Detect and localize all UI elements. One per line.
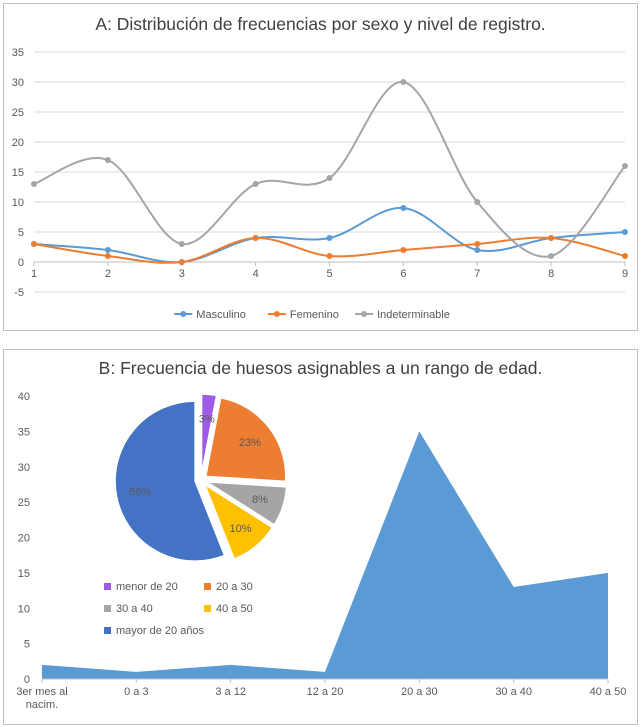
data-point: [178, 241, 185, 247]
y-tick-label: 20: [12, 137, 24, 149]
legend-swatch: [104, 605, 111, 612]
x-tick-label: 9: [622, 268, 628, 280]
legend-label: 40 a 50: [216, 603, 253, 615]
x-tick-label: 1: [31, 268, 37, 280]
y-tick-label: 15: [18, 568, 30, 580]
x-tick-label: 3: [179, 268, 185, 280]
y-tick-label: 0: [18, 257, 24, 269]
data-point: [400, 79, 407, 85]
data-point: [622, 229, 628, 235]
x-tick-label: 3er mes al nacim.: [16, 686, 67, 711]
x-tick-label: 2: [105, 268, 111, 280]
legend-label: mayor de 20 años: [116, 625, 205, 637]
data-point: [474, 241, 481, 247]
data-point: [474, 199, 481, 205]
data-point: [326, 175, 333, 181]
y-tick-label: 30: [12, 77, 24, 89]
y-tick-label: 25: [18, 497, 30, 509]
legend-label: 20 a 30: [216, 581, 253, 593]
legend-label: 30 a 40: [116, 603, 153, 615]
legend-swatch: [104, 627, 111, 634]
y-tick-label: 35: [18, 426, 30, 438]
pie-slice: [206, 481, 288, 526]
data-point: [104, 247, 111, 253]
legend-swatch: [204, 605, 211, 612]
x-tick-label: 6: [400, 268, 406, 280]
series-line: [33, 80, 626, 258]
x-tick-label: 5: [326, 268, 332, 280]
data-point: [252, 235, 259, 241]
legend-label: Indeterminable: [377, 309, 450, 321]
pie-data-label: 56%: [129, 487, 151, 499]
data-point: [622, 253, 628, 259]
chart-a-panel: A: Distribución de frecuencias por sexo …: [3, 3, 638, 331]
y-tick-label: 15: [12, 167, 24, 179]
pie-data-label: 10%: [230, 523, 252, 535]
data-point: [326, 235, 333, 241]
x-tick-label: 4: [253, 268, 259, 280]
x-tick-label: 0 a 3: [124, 686, 148, 698]
data-point: [178, 259, 185, 265]
data-point: [326, 253, 333, 259]
data-point: [31, 241, 37, 247]
pie-slice: [203, 482, 274, 560]
data-point: [252, 181, 259, 187]
pie-slice: [200, 393, 218, 475]
pie-slice: [204, 396, 287, 483]
x-tick-label: 40 a 50: [590, 686, 627, 698]
pie-data-label: 8%: [252, 494, 268, 506]
pie-data-label: 3%: [199, 413, 215, 425]
data-point: [400, 205, 407, 211]
legend-marker: [361, 311, 368, 317]
area-series: [42, 431, 608, 679]
y-tick-label: 25: [12, 107, 24, 119]
y-tick-label: -5: [14, 287, 24, 299]
y-tick-label: 30: [18, 462, 30, 474]
x-tick-label: 12 a 20: [307, 686, 344, 698]
y-tick-label: 35: [12, 47, 24, 59]
x-tick-label: 3 a 12: [215, 686, 246, 698]
data-point: [474, 247, 481, 253]
data-point: [104, 253, 111, 259]
legend-marker: [180, 311, 187, 317]
x-tick-label: 7: [474, 268, 480, 280]
pie-data-label: 23%: [239, 437, 261, 449]
legend-swatch: [204, 583, 211, 590]
y-tick-label: 20: [18, 533, 30, 545]
y-tick-label: 40: [18, 391, 30, 403]
legend-swatch: [104, 583, 111, 590]
data-point: [622, 163, 628, 169]
x-tick-label: 30 a 40: [495, 686, 532, 698]
legend-label: Femenino: [290, 309, 339, 321]
chart-b-area-plot: 0 5 10 15 20 25 30 35 40 3er mes al nacim. 0 a 3 3 a…: [16, 391, 627, 711]
y-tick-label: 0: [24, 674, 30, 686]
legend-label: menor de 20: [116, 581, 178, 593]
x-tick-label: 8: [548, 268, 554, 280]
data-point: [400, 247, 407, 253]
data-point: [104, 157, 111, 163]
chart-b-title: B: Frecuencia de huesos asignables a un …: [98, 358, 543, 378]
y-tick-label: 10: [18, 603, 30, 615]
y-tick-label: 5: [18, 227, 24, 239]
legend-label: Masculino: [196, 309, 246, 321]
chart-a-line-plot: -5 0 5 10 15 20 25 30 35 1 2 3 4 5 6 7 8 9 Masculino Femeni…: [12, 47, 628, 321]
data-point: [548, 235, 555, 241]
y-tick-label: 5: [24, 639, 30, 651]
chart-b-panel: B: Frecuencia de huesos asignables a un …: [3, 349, 638, 725]
chart-a-title: A: Distribución de frecuencias por sexo …: [95, 14, 546, 34]
data-point: [548, 253, 555, 259]
x-tick-label: 20 a 30: [401, 686, 438, 698]
legend-marker: [273, 311, 280, 317]
pie-slice: [114, 400, 226, 562]
data-point: [31, 181, 37, 187]
y-tick-label: 10: [12, 197, 24, 209]
